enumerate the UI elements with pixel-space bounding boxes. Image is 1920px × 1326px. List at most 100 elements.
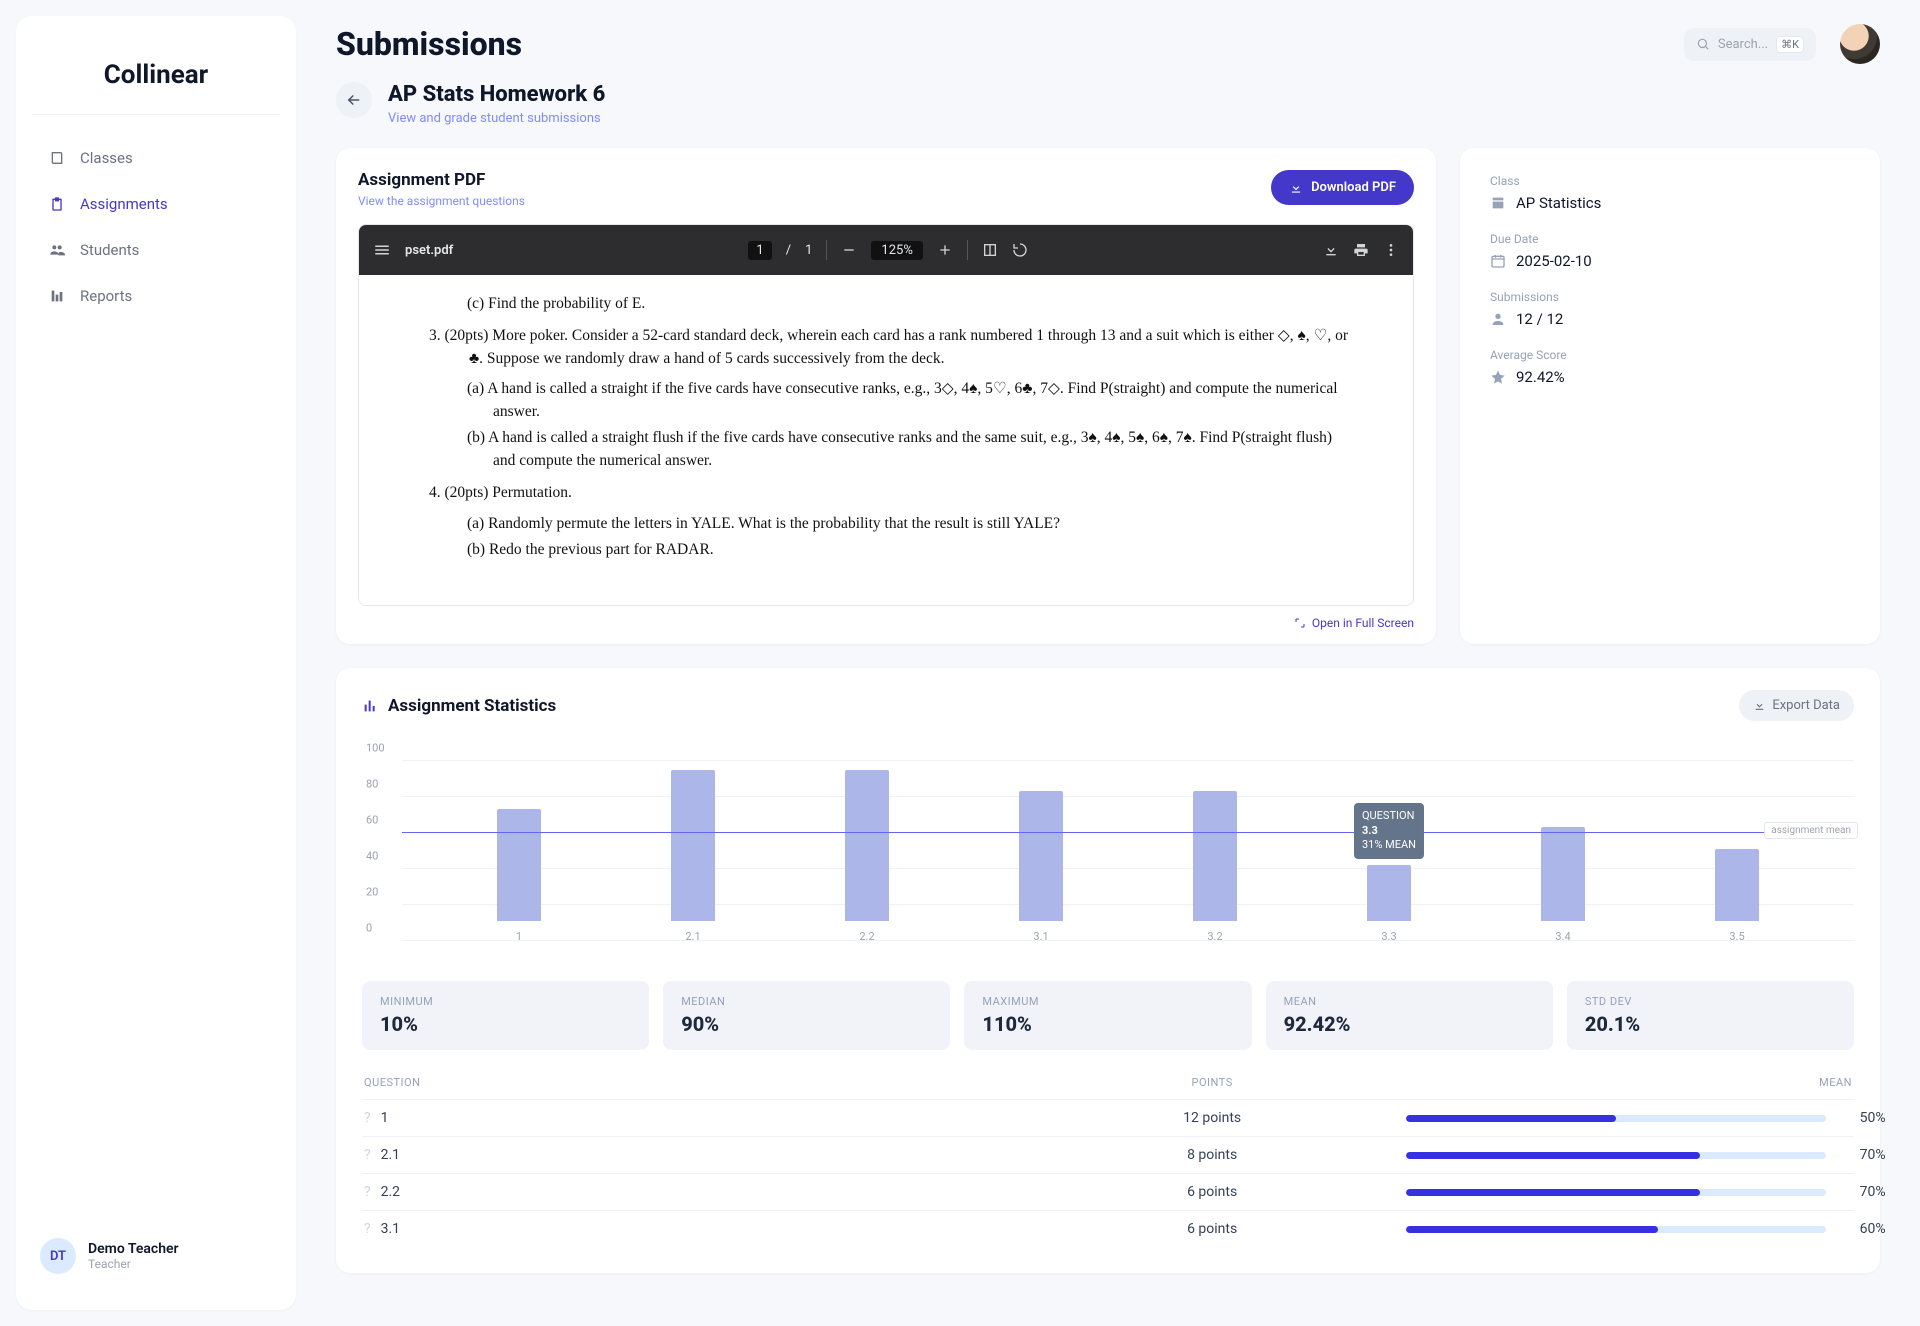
bar-col[interactable]: 3.2 [1128, 791, 1302, 921]
bar-col[interactable]: 3.3QUESTION3.331% MEAN [1302, 865, 1476, 921]
col-points: POINTS [1019, 1076, 1406, 1089]
x-axis-label: 3.5 [1729, 930, 1744, 943]
export-data-button[interactable]: Export Data [1739, 690, 1854, 721]
x-axis-label: 3.1 [1033, 930, 1048, 943]
assignment-subtitle: View and grade student submissions [388, 111, 605, 126]
rotate-icon[interactable] [1012, 242, 1028, 258]
table-row[interactable]: ?3.16 points60% [362, 1210, 1854, 1247]
download-icon [1753, 699, 1766, 712]
summary-max: MAXIMUM110% [964, 981, 1251, 1050]
brand-logo: Collinear [16, 40, 296, 114]
pdf-line: 4. (20pts) Permutation. [429, 482, 1353, 504]
table-row[interactable]: ?2.26 points70% [362, 1173, 1854, 1210]
col-question: QUESTION [364, 1076, 1019, 1089]
profile-avatar[interactable] [1840, 24, 1880, 64]
assignment-title: AP Stats Homework 6 [388, 82, 605, 107]
pdf-page-total: 1 [805, 243, 812, 258]
pdf-card: Assignment PDF View the assignment quest… [336, 148, 1436, 644]
nav: Classes Assignments Students Reports [16, 135, 296, 1226]
stats-card: Assignment Statistics Export Data 020406… [336, 668, 1880, 1273]
search-input[interactable]: Search... ⌘K [1684, 28, 1816, 61]
pdf-toolbar: pset.pdf 1 / 1 125% [359, 225, 1413, 275]
class-icon [1490, 195, 1506, 211]
pdf-download-icon[interactable] [1323, 242, 1339, 258]
fit-page-icon[interactable] [982, 242, 998, 258]
pdf-line: (b) Redo the previous part for RADAR. [429, 539, 1353, 561]
table-row[interactable]: ?112 points50% [362, 1099, 1854, 1136]
y-axis-label: 60 [366, 814, 378, 827]
chart-tooltip: QUESTION3.331% MEAN [1354, 803, 1424, 860]
summary-min: MINIMUM10% [362, 981, 649, 1050]
pdf-card-subtitle: View the assignment questions [358, 194, 525, 208]
question-points: 8 points [1019, 1147, 1406, 1163]
meta-subs-value: 12 / 12 [1516, 310, 1563, 328]
sidebar-item-classes[interactable]: Classes [28, 135, 284, 181]
question-id: 1 [381, 1110, 389, 1126]
question-points: 6 points [1019, 1221, 1406, 1237]
back-button[interactable] [336, 82, 372, 118]
user-role: Teacher [88, 1257, 179, 1271]
zoom-out-icon[interactable] [841, 242, 857, 258]
clipboard-icon [48, 195, 66, 213]
summary-label: MAXIMUM [982, 995, 1233, 1008]
page-title: Submissions [336, 25, 522, 63]
x-axis-label: 3.4 [1555, 930, 1570, 943]
bar-col[interactable]: 3.4 [1476, 827, 1650, 921]
user-pod[interactable]: DT Demo Teacher Teacher [16, 1226, 296, 1286]
search-icon [1696, 37, 1710, 51]
bar-col[interactable]: 2.2 [780, 770, 954, 921]
pdf-page-current[interactable]: 1 [748, 241, 771, 260]
bar [671, 770, 715, 921]
divider [32, 114, 280, 115]
sidebar: Collinear Classes Assignments Students R… [16, 16, 296, 1310]
more-icon[interactable] [1383, 242, 1399, 258]
stats-chart: 02040608010012.12.23.13.23.3QUESTION3.33… [402, 741, 1854, 941]
bar [1541, 827, 1585, 921]
summary-value: 10% [380, 1012, 631, 1036]
pdf-line: (b) A hand is called a straight flush if… [429, 427, 1353, 472]
nav-label: Reports [80, 287, 132, 305]
bar [497, 809, 541, 921]
bar-col[interactable]: 1 [432, 809, 606, 921]
user-name: Demo Teacher [88, 1241, 179, 1257]
meta-due-value: 2025-02-10 [1516, 252, 1592, 270]
question-points: 6 points [1019, 1184, 1406, 1200]
bar [845, 770, 889, 921]
progress-bar [1406, 1226, 1826, 1233]
summary-mean: MEAN92.42% [1266, 981, 1553, 1050]
meta-card: Class AP Statistics Due Date 2025-02-10 … [1460, 148, 1880, 644]
sidebar-item-assignments[interactable]: Assignments [28, 181, 284, 227]
question-mark-icon: ? [364, 1184, 371, 1200]
x-axis-label: 1 [516, 930, 522, 943]
summary-value: 92.42% [1284, 1012, 1535, 1036]
question-mark-icon: ? [364, 1147, 371, 1163]
meta-avg-label: Average Score [1490, 348, 1850, 362]
bar-col[interactable]: 3.5 [1650, 849, 1824, 921]
bar [1193, 791, 1237, 921]
menu-icon[interactable] [373, 241, 391, 259]
pdf-line: (a) Randomly permute the letters in YALE… [429, 513, 1353, 535]
nav-label: Students [80, 241, 139, 259]
question-mean: 50% [1838, 1110, 1886, 1126]
print-icon[interactable] [1353, 242, 1369, 258]
star-icon [1490, 369, 1506, 385]
pdf-zoom[interactable]: 125% [871, 241, 922, 260]
bar [1019, 791, 1063, 921]
pdf-filename: pset.pdf [405, 243, 453, 258]
summary-std: STD DEV20.1% [1567, 981, 1854, 1050]
progress-fill [1406, 1189, 1700, 1196]
bar-col[interactable]: 3.1 [954, 791, 1128, 921]
meta-class-value: AP Statistics [1516, 194, 1601, 212]
sidebar-item-students[interactable]: Students [28, 227, 284, 273]
question-mean: 60% [1838, 1221, 1886, 1237]
sidebar-item-reports[interactable]: Reports [28, 273, 284, 319]
question-table: QUESTION POINTS MEAN ?112 points50%?2.18… [362, 1076, 1854, 1247]
pdf-page-sep: / [786, 243, 791, 258]
pdf-viewer: pset.pdf 1 / 1 125% [358, 224, 1414, 606]
summary-label: MEDIAN [681, 995, 932, 1008]
zoom-in-icon[interactable] [937, 242, 953, 258]
download-pdf-button[interactable]: Download PDF [1271, 170, 1414, 205]
table-row[interactable]: ?2.18 points70% [362, 1136, 1854, 1173]
open-fullscreen-link[interactable]: Open in Full Screen [358, 616, 1414, 630]
bar-col[interactable]: 2.1 [606, 770, 780, 921]
